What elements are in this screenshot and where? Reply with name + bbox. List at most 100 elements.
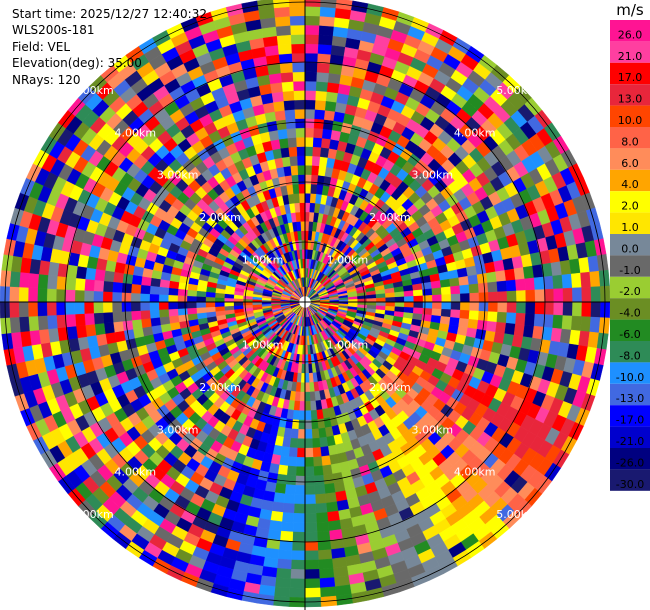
velocity-bin — [281, 81, 295, 92]
velocity-bin — [291, 541, 306, 552]
velocity-bin — [291, 174, 300, 185]
velocity-bin — [141, 326, 154, 337]
velocity-bin — [294, 202, 301, 213]
velocity-bin — [552, 314, 564, 330]
colorbar-tick-label: 2.0 — [621, 200, 639, 213]
velocity-bin — [295, 211, 302, 222]
velocity-bin — [177, 295, 188, 303]
range-ring-label: 1.00km — [242, 254, 284, 267]
velocity-bin — [272, 148, 283, 160]
velocity-bin — [224, 297, 234, 303]
velocity-bin — [233, 304, 244, 310]
start-time-text: Start time: 2025/12/27 12:40:32 — [12, 7, 207, 21]
velocity-bin — [149, 293, 160, 303]
velocity-bin — [304, 522, 318, 533]
velocity-bin — [177, 301, 188, 309]
velocity-bin — [149, 301, 160, 311]
instrument-text: WLS200s-181 — [12, 23, 95, 38]
velocity-bin — [468, 283, 480, 294]
velocity-bin — [307, 363, 313, 374]
velocity-bin — [300, 382, 306, 393]
velocity-bin — [299, 391, 306, 402]
velocity-bin — [304, 202, 311, 213]
velocity-bin — [186, 289, 198, 297]
velocity-bin — [304, 541, 319, 552]
velocity-bin — [279, 62, 294, 74]
velocity-bin — [506, 301, 517, 314]
velocity-bin — [304, 401, 311, 412]
velocity-bin — [130, 292, 141, 303]
velocity-bin — [158, 286, 170, 296]
velocity-bin — [102, 280, 114, 293]
velocity-bin — [394, 291, 405, 298]
velocity-bin — [84, 278, 95, 292]
velocity-bin — [274, 109, 287, 121]
velocity-bin — [314, 484, 326, 495]
range-ring-label: 3.00km — [157, 423, 199, 436]
velocity-bin — [403, 290, 414, 298]
velocity-bin — [319, 436, 329, 448]
velocity-bin — [282, 502, 295, 514]
velocity-bin — [205, 306, 216, 313]
range-ring-label: 2.00km — [369, 381, 411, 394]
velocity-bin — [310, 174, 319, 185]
velocity-bin — [289, 437, 299, 449]
velocity-bin — [304, 155, 313, 166]
velocity-bin — [450, 309, 461, 319]
colorbar-tick-label: -21.0 — [616, 435, 644, 448]
velocity-bin — [140, 309, 151, 320]
velocity-bin — [478, 292, 489, 303]
velocity-bin — [309, 400, 317, 411]
velocity-bin — [93, 312, 105, 325]
velocity-bin — [311, 428, 320, 439]
velocity-bin — [304, 419, 312, 430]
velocity-bin — [55, 301, 66, 316]
velocity-bin — [469, 292, 480, 303]
velocity-bin — [296, 136, 306, 147]
velocity-bin — [111, 301, 122, 313]
velocity-bin — [572, 287, 583, 303]
velocity-bin — [286, 465, 297, 477]
velocity-bin — [285, 118, 297, 130]
velocity-bin — [304, 24, 320, 35]
velocity-bin — [450, 293, 461, 303]
velocity-bin — [304, 429, 313, 440]
velocity-bin — [533, 276, 545, 291]
velocity-bin — [304, 71, 318, 82]
velocity-bin — [293, 513, 306, 524]
range-ring-label: 4.00km — [115, 466, 157, 479]
velocity-bin — [304, 447, 314, 458]
velocity-bin — [468, 310, 480, 321]
colorbar-tick-label: -30.0 — [616, 478, 644, 491]
colorbar-tick-label: -6.0 — [619, 328, 640, 341]
velocity-bin — [294, 108, 306, 119]
velocity-bin — [533, 313, 545, 328]
velocity-bin — [505, 312, 517, 325]
velocity-bin — [319, 6, 337, 18]
range-ring-label: 4.00km — [115, 126, 157, 139]
velocity-bin — [314, 99, 327, 111]
velocity-bin — [277, 128, 289, 140]
velocity-bin — [294, 485, 306, 496]
velocity-bin — [121, 301, 132, 312]
velocity-bin — [304, 373, 310, 384]
velocity-bin — [287, 137, 298, 148]
velocity-bin — [37, 315, 49, 331]
velocity-bin — [311, 165, 320, 176]
velocity-bin — [276, 34, 292, 46]
velocity-bin — [516, 301, 527, 314]
velocity-bin — [449, 277, 460, 287]
colorbar-tick-label: 8.0 — [621, 135, 639, 148]
velocity-bin — [102, 311, 114, 324]
velocity-bin — [460, 301, 471, 311]
velocity-bin — [304, 127, 315, 138]
velocity-bin — [37, 287, 48, 303]
velocity-bin — [304, 475, 315, 486]
velocity-bin — [312, 137, 323, 148]
velocity-bin — [304, 494, 316, 505]
velocity-bin — [290, 24, 306, 35]
velocity-bin — [286, 127, 297, 139]
velocity-bin — [65, 301, 76, 315]
velocity-bin — [432, 294, 443, 303]
velocity-bin — [589, 316, 601, 334]
